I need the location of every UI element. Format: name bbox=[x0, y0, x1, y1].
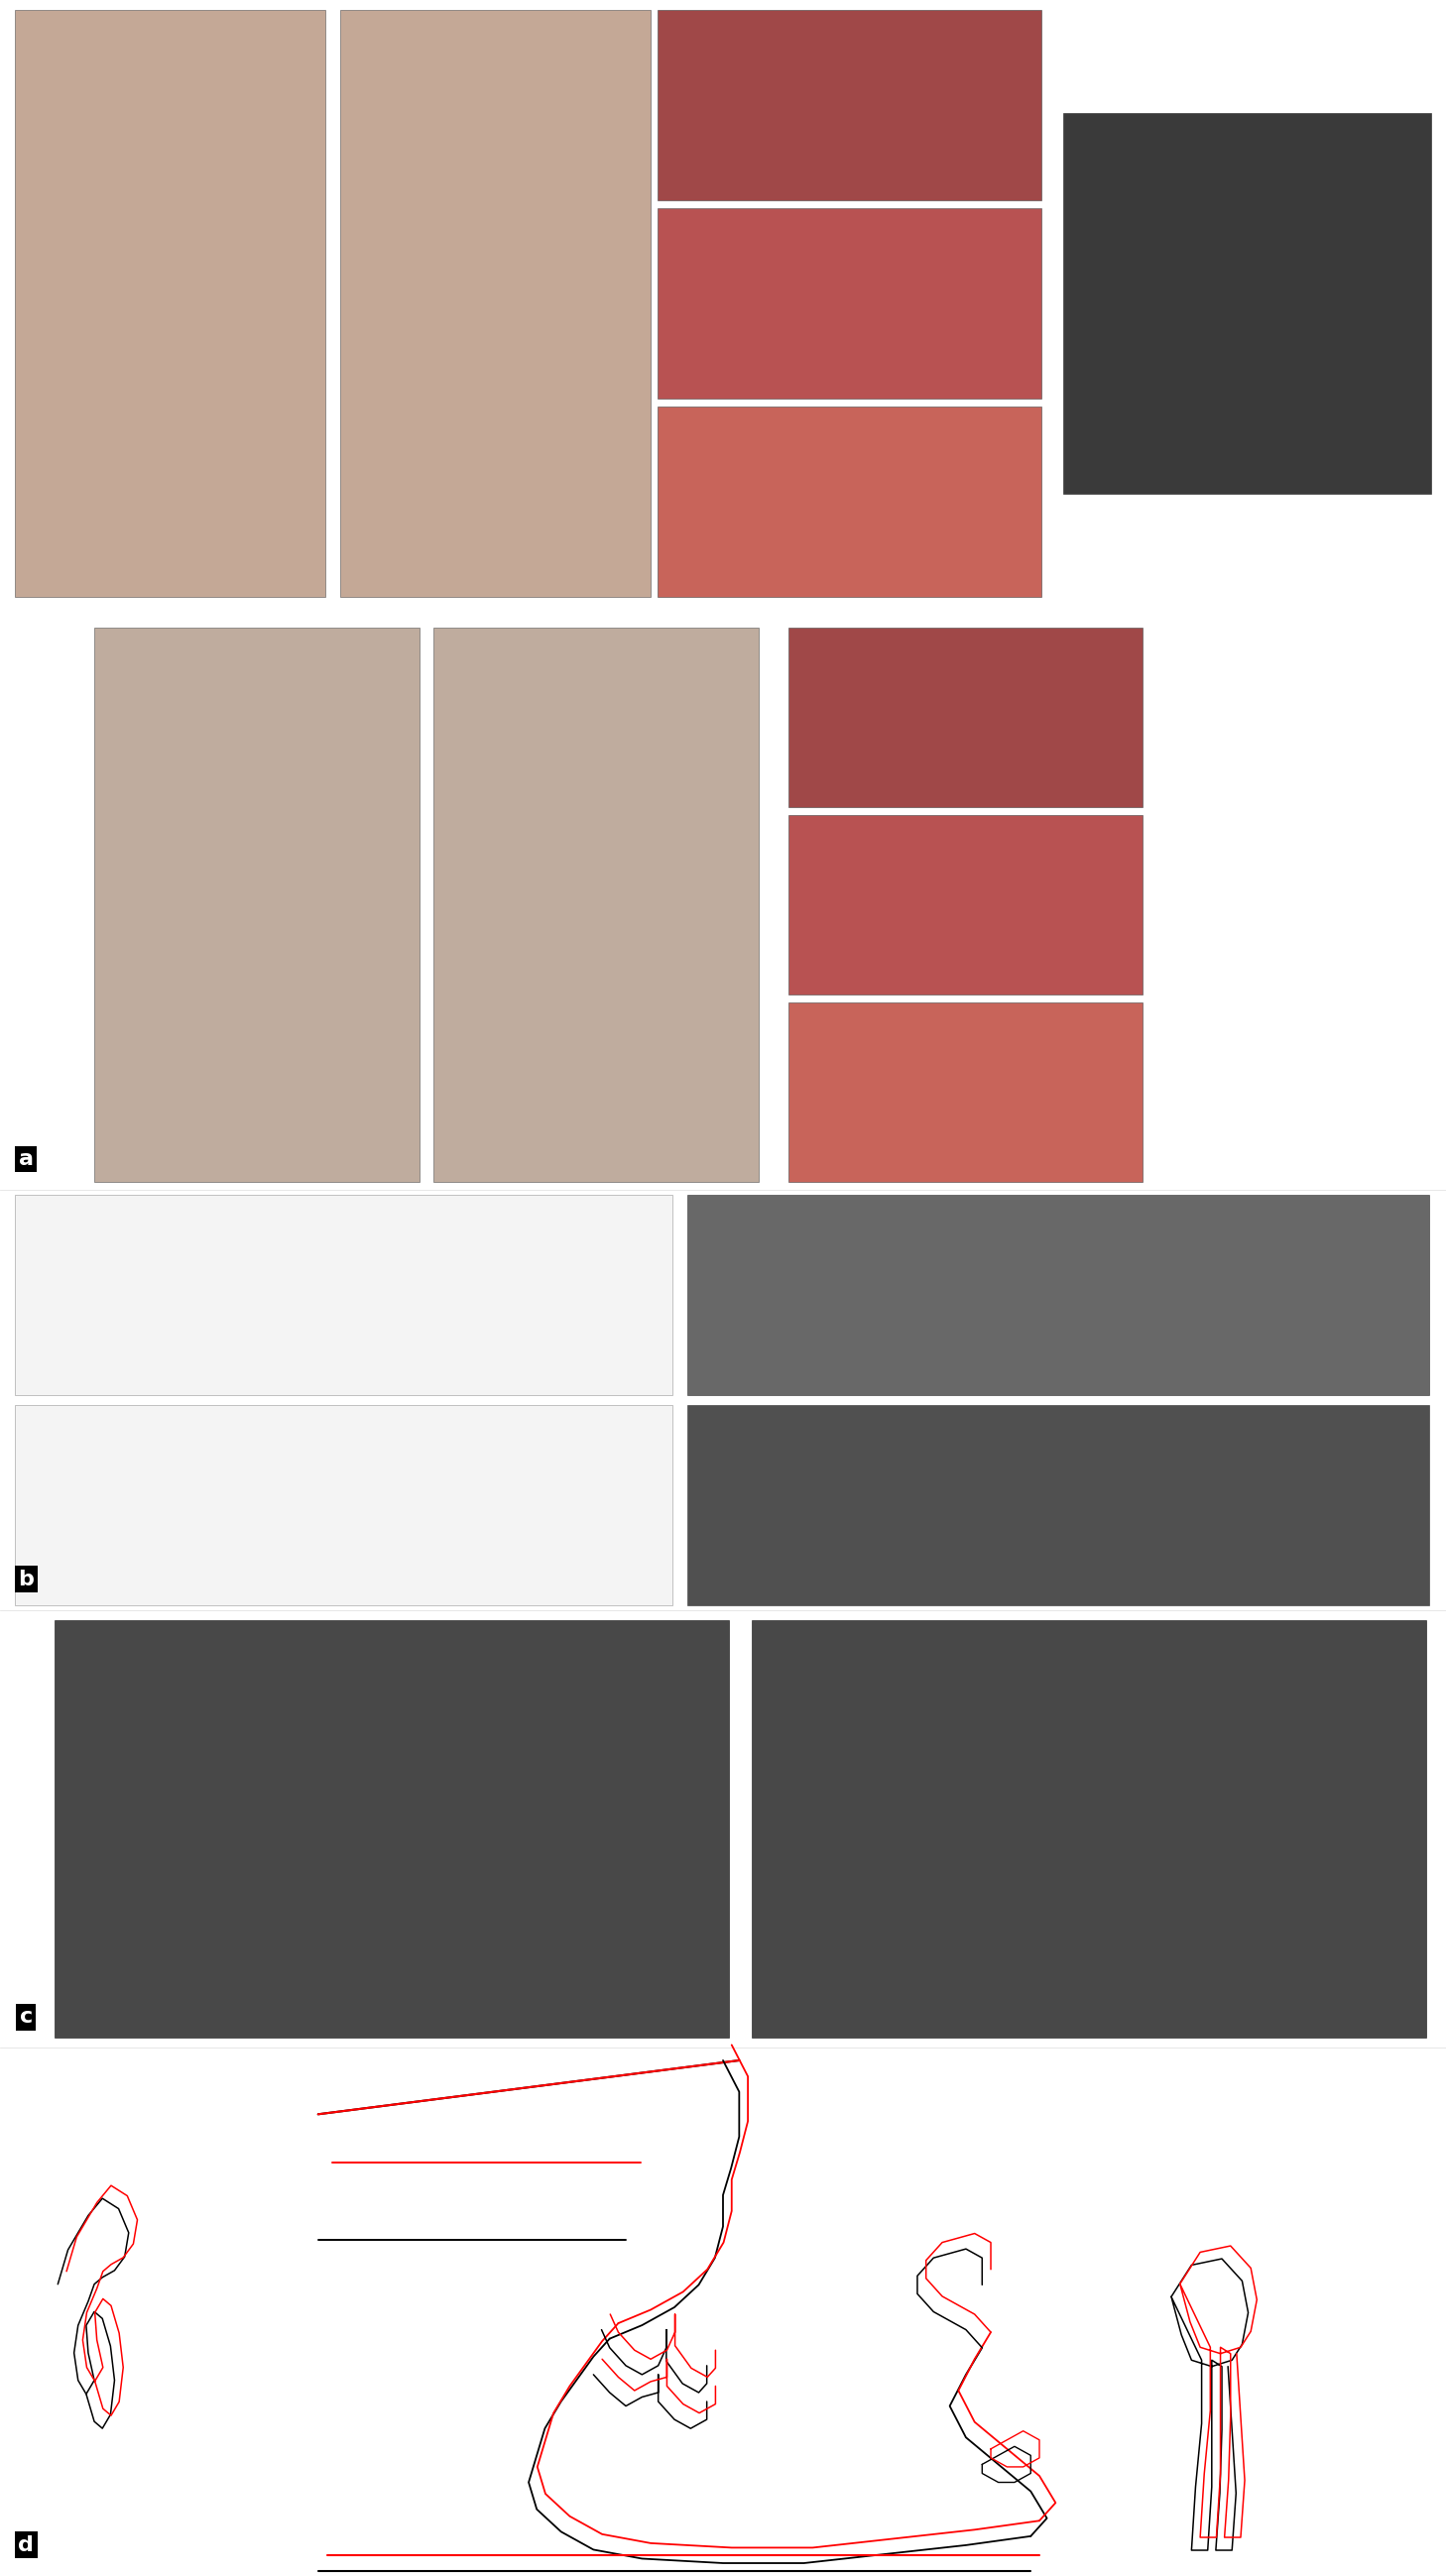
Bar bbox=[658, 209, 1041, 399]
Bar bbox=[14, 1195, 672, 1396]
Bar bbox=[94, 629, 419, 1182]
Bar bbox=[658, 10, 1041, 201]
Bar bbox=[14, 1406, 672, 1605]
Bar bbox=[788, 629, 1142, 806]
Bar bbox=[434, 629, 759, 1182]
Text: c: c bbox=[19, 2007, 33, 2027]
Bar bbox=[687, 1195, 1429, 1396]
Bar bbox=[788, 814, 1142, 994]
Bar bbox=[340, 10, 651, 598]
Bar bbox=[658, 407, 1041, 598]
Bar bbox=[0, 2048, 1446, 2576]
Text: b: b bbox=[19, 1569, 33, 1589]
Bar bbox=[1063, 113, 1432, 495]
Text: d: d bbox=[19, 2535, 33, 2555]
Bar bbox=[752, 1620, 1426, 2038]
Bar bbox=[55, 1620, 729, 2038]
Bar bbox=[14, 10, 325, 598]
Bar bbox=[788, 1002, 1142, 1182]
Bar bbox=[687, 1406, 1429, 1605]
Text: a: a bbox=[19, 1149, 33, 1170]
